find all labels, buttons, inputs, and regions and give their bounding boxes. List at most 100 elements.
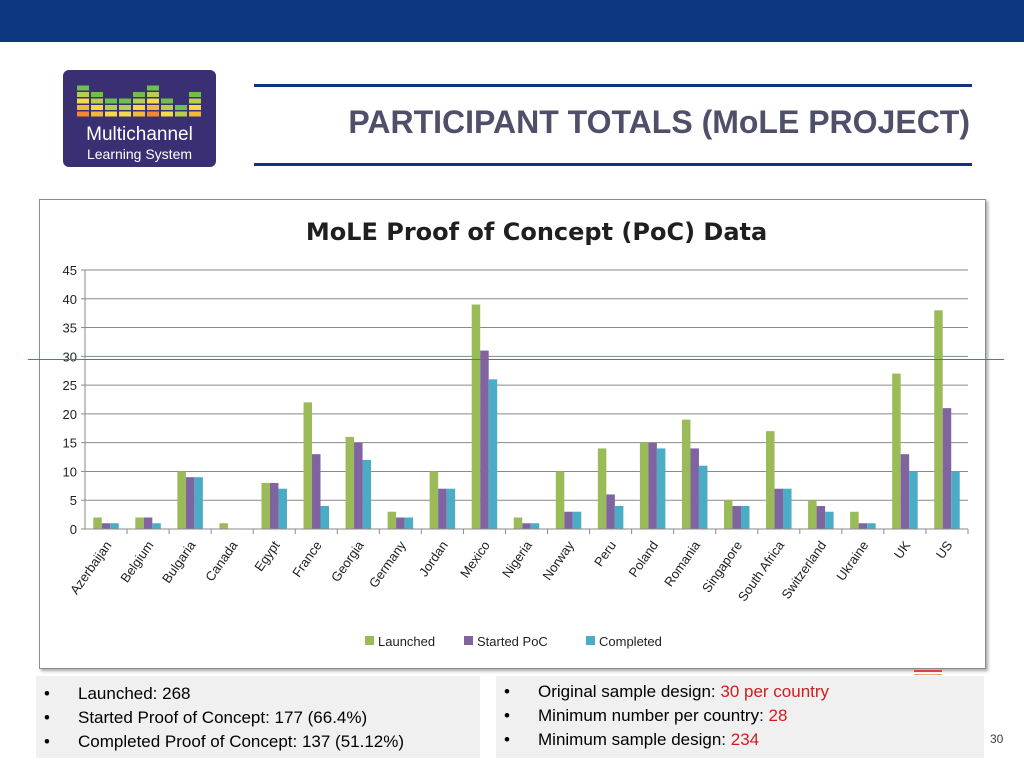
bar [135, 517, 144, 529]
bar [387, 511, 397, 529]
x-tick-label: Egypt [251, 538, 283, 574]
summary-item-launched: Launched: 268 [36, 682, 480, 706]
legend-label: Launched [378, 634, 435, 649]
logo-text-line2: Learning System [86, 146, 193, 162]
bar [867, 523, 876, 529]
x-tick-label: Poland [626, 538, 662, 580]
bar [816, 505, 826, 529]
legend-label: Started PoC [477, 634, 548, 649]
bar [194, 477, 203, 529]
y-tick-label: 25 [63, 378, 77, 393]
x-tick-label: Norway [539, 538, 577, 583]
sample-design-label: Original sample design: [538, 682, 721, 701]
x-tick-label: Nigeria [499, 537, 535, 580]
bar [110, 523, 119, 529]
bar [312, 454, 321, 529]
x-tick-label: Romania [661, 537, 704, 589]
x-tick-label: Peru [591, 538, 619, 569]
bar [774, 488, 784, 529]
x-tick-label: Belgium [117, 538, 156, 585]
bar [438, 488, 447, 529]
x-tick-label: Ukraine [833, 538, 871, 583]
bar [513, 517, 523, 529]
logo-text-line1: Multichannel [86, 124, 193, 145]
bar [143, 517, 153, 529]
legend-swatch [464, 636, 473, 645]
legend-swatch [586, 636, 595, 645]
bar [404, 517, 414, 529]
chart-title: MoLE Proof of Concept (PoC) Data [306, 218, 767, 246]
logo: Multichannel Learning System [63, 70, 216, 167]
summary-item-started: Started Proof of Concept: 177 (66.4%) [36, 706, 480, 730]
bar [783, 488, 792, 529]
bar [480, 350, 489, 529]
bar [185, 477, 195, 529]
bar [396, 517, 405, 529]
y-tick-label: 10 [63, 464, 77, 479]
summary-box-right: Original sample design: 30 per country M… [496, 676, 984, 758]
bar [362, 459, 372, 529]
minimum-per-country-label: Minimum number per country: [538, 706, 769, 725]
bar [219, 523, 228, 529]
bar [909, 471, 918, 529]
bar [564, 511, 573, 529]
y-tick-label: 15 [63, 436, 77, 451]
minimum-per-country-item: Minimum number per country: 28 [496, 704, 984, 728]
bar [766, 431, 775, 529]
bar [942, 408, 952, 529]
bar [732, 505, 741, 529]
red-mark [914, 670, 942, 672]
x-tick-label: UK [891, 538, 914, 562]
bar [951, 471, 960, 529]
bar [320, 505, 330, 529]
bar [530, 523, 540, 529]
bar [850, 511, 859, 529]
x-tick-label: Azerbaijan [67, 538, 115, 597]
bar [934, 310, 943, 529]
bar [892, 373, 901, 529]
bar [354, 442, 363, 529]
page-title: PARTICIPANT TOTALS (MoLE PROJECT) [348, 104, 970, 140]
title-rule-bottom [254, 163, 972, 166]
x-tick-label: Georgia [328, 537, 367, 584]
bar [648, 442, 657, 529]
bar [177, 471, 186, 529]
equalizer-icon [77, 85, 201, 117]
x-tick-label: Jordan [416, 538, 451, 579]
page-number: 30 [990, 732, 1004, 746]
title-rule-top [254, 84, 972, 87]
summary-box-left: Launched: 268 Started Proof of Concept: … [36, 676, 480, 758]
bar [522, 523, 531, 529]
bar [723, 500, 733, 529]
bar-chart: MoLE Proof of Concept (PoC) Data 0 5 10 15 20… [63, 218, 969, 649]
bar [101, 523, 111, 529]
bar [278, 488, 287, 529]
bar [740, 505, 750, 529]
x-tick-label: Canada [202, 537, 241, 584]
bar [606, 494, 615, 529]
summary-item-completed: Completed Proof of Concept: 137 (51.12%) [36, 730, 480, 754]
reference-line [28, 359, 1004, 360]
bar [429, 471, 439, 529]
bar [345, 436, 355, 529]
bar [614, 505, 624, 529]
y-tick-label: 40 [63, 292, 77, 307]
legend-swatch [365, 636, 374, 645]
bar [261, 482, 270, 529]
bar [639, 442, 649, 529]
bar [681, 419, 691, 529]
bar [808, 500, 817, 529]
x-tick-label: US [933, 538, 956, 562]
x-tick-label: Singapore [699, 538, 745, 595]
bar [471, 304, 481, 529]
bar [303, 402, 313, 529]
bar [446, 488, 456, 529]
minimum-sample-item: Minimum sample design: 234 [496, 728, 984, 752]
minimum-sample-label: Minimum sample design: [538, 730, 731, 749]
bar [900, 454, 910, 529]
x-tick-label: France [289, 538, 324, 580]
bar [698, 465, 708, 529]
header-bar [0, 0, 1024, 42]
sample-design-item: Original sample design: 30 per country [496, 680, 984, 704]
y-tick-label: 0 [70, 522, 77, 537]
